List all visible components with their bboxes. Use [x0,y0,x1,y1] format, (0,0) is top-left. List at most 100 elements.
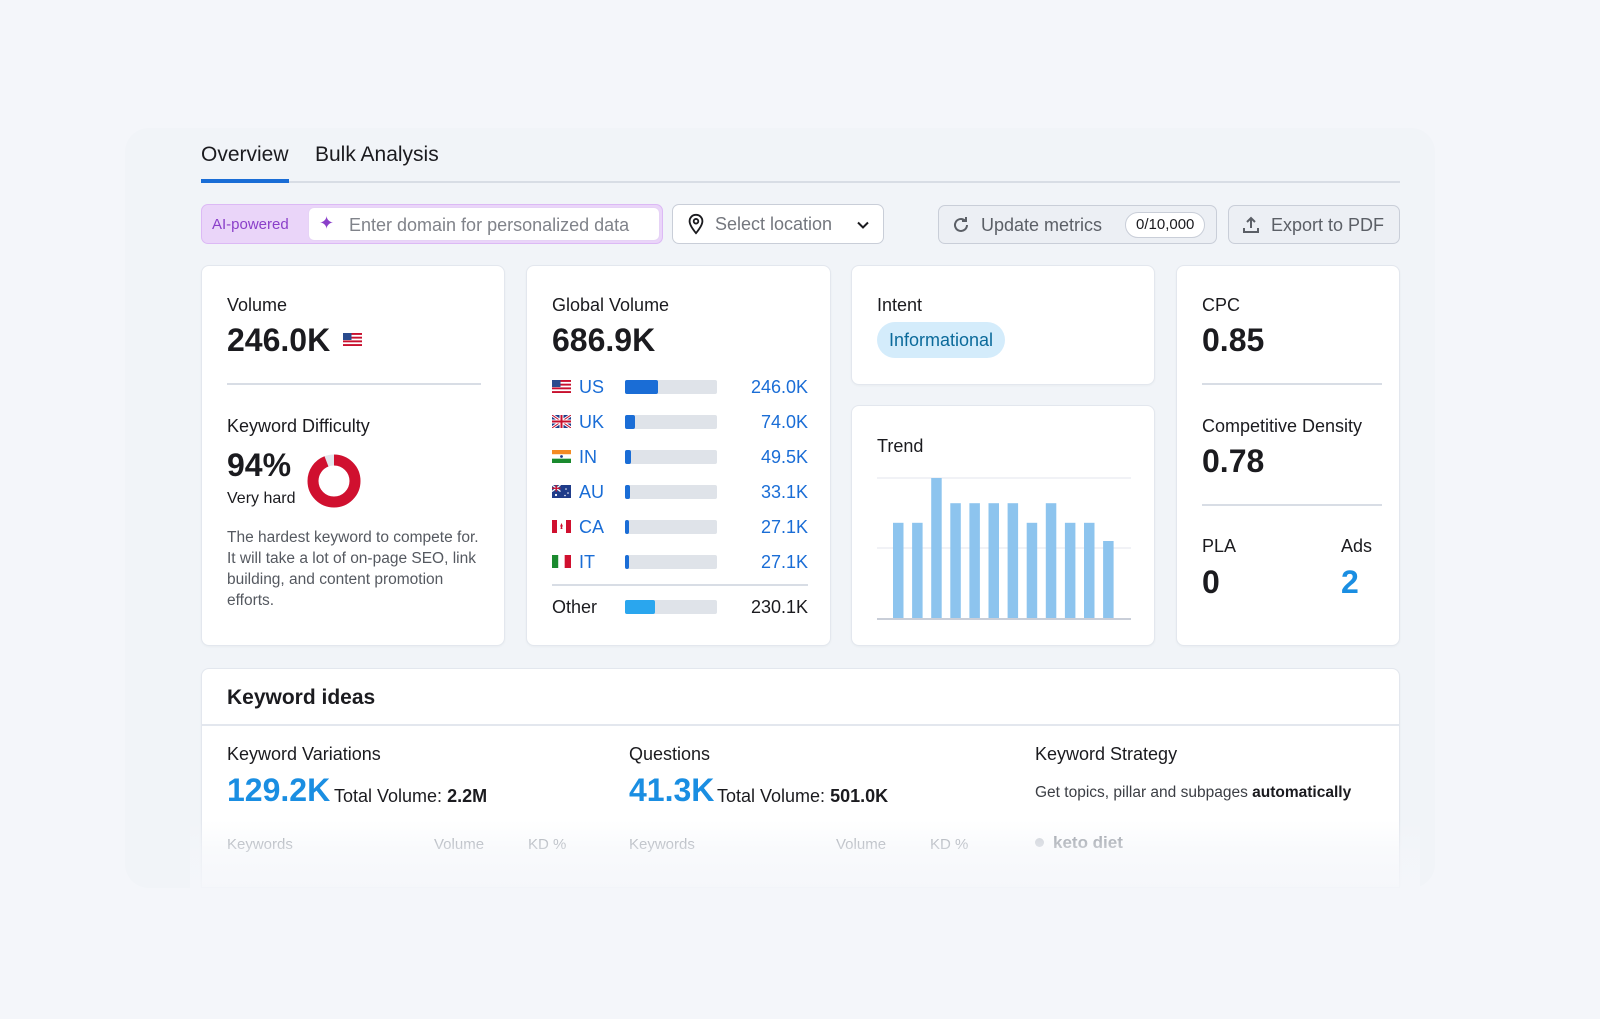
update-metrics-label: Update metrics [981,215,1103,235]
other-label: Other [552,597,598,617]
strategy-desc-bold: automatically [1252,784,1352,801]
volume-value: 246.0K [227,322,331,358]
intent-badge: Informational [877,322,1006,358]
intent-card: Intent Informational [851,265,1155,385]
ads-label: Ads [1341,536,1373,556]
cpc-value: 0.85 [1202,322,1265,358]
country-code: CA [579,517,605,537]
keyword-variations-total: Total Volume: 2.2M [334,786,487,807]
export-pdf-label: Export to PDF [1271,215,1385,235]
volume-divider [227,383,481,385]
global-volume-card: Global Volume 686.9K US 246.0K UK 74.0K … [526,265,831,646]
other-volume: 230.1K [750,597,808,617]
ads-value[interactable]: 2 [1341,564,1359,600]
refresh-icon [954,217,968,232]
ca-flag-icon [552,520,571,533]
trend-bar[interactable] [1064,522,1076,618]
strategy-topic-item[interactable]: keto diet [1053,833,1123,852]
competitive-density-label: Competitive Density [1202,416,1363,436]
location-pin-icon [688,213,704,235]
competitive-density-value: 0.78 [1202,443,1265,479]
trend-bar[interactable] [1045,503,1057,618]
chevron-down-icon [857,221,869,229]
trend-card: Trend [851,405,1155,646]
country-code: IN [579,447,597,467]
other-share-bar [625,600,717,614]
keyword-difficulty-level: Very hard [227,490,296,507]
country-volume: 49.5K [760,447,808,467]
country-volume: 246.0K [750,377,808,397]
trend-chart [877,477,1131,620]
trend-bar[interactable] [1026,522,1038,618]
ai-powered-label: AI-powered [212,216,289,233]
pla-value: 0 [1202,564,1220,600]
keyword-ideas-header: Keyword ideas [202,669,1399,726]
country-share-fill [625,520,629,534]
total-volume-value: 501.0K [830,786,889,806]
volume-label: Volume [227,295,288,315]
keyword-strategy-title: Keyword Strategy [1035,744,1178,764]
country-row-in[interactable]: IN 49.5K [552,446,808,468]
cpc-card: CPC 0.85 Competitive Density 0.78 PLA 0 … [1176,265,1400,646]
country-row-uk[interactable]: UK 74.0K [552,411,808,433]
questions-title: Questions [629,744,711,764]
intent-label: Intent [877,295,923,315]
export-pdf-button[interactable]: Export to PDF [1228,205,1400,244]
total-volume-value: 2.2M [447,786,488,806]
country-share-fill [625,555,629,569]
other-share-fill [625,600,656,614]
country-share-bar [625,555,717,569]
tab-overview[interactable]: Overview [201,143,289,183]
column-header-volume: Volume [836,836,887,853]
country-share-bar [625,520,717,534]
in-flag-icon [552,450,571,463]
trend-bar[interactable] [893,522,904,618]
cpc-label: CPC [1202,295,1241,315]
country-row-us[interactable]: US 246.0K [552,376,808,398]
trend-bar[interactable] [931,478,942,618]
trend-bar[interactable] [950,503,961,618]
au-flag-icon [552,485,571,498]
country-row-ca[interactable]: CA 27.1K [552,516,808,538]
it-flag-icon [552,555,571,568]
questions-section: Questions 41.3K Total Volume: 501.0K Key… [629,744,1009,864]
us-flag-icon [552,380,571,393]
tab-bar: Overview Bulk Analysis [201,140,1400,183]
tab-bulk-analysis[interactable]: Bulk Analysis [315,143,439,166]
strategy-desc-text: Get topics, pillar and subpages [1035,784,1248,801]
column-header-keywords: Keywords [227,836,293,853]
keyword-variations-count[interactable]: 129.2K [227,772,331,808]
country-volume: 27.1K [760,517,808,537]
cpc-divider [1202,383,1382,385]
trend-bar[interactable] [1084,522,1095,618]
update-metrics-button[interactable]: Update metrics 0/10,000 [938,205,1217,244]
keyword-ideas-card: Keyword ideas Keyword Variations 129.2K … [201,668,1400,888]
us-flag-icon [343,333,362,346]
global-volume-label: Global Volume [552,295,670,315]
country-share-fill [625,415,636,429]
domain-input[interactable] [349,212,649,238]
keyword-strategy-description: Get topics, pillar and subpages automati… [1035,784,1351,802]
country-share-bar [625,380,717,394]
density-divider [1202,504,1382,506]
keyword-difficulty-value: 94% [227,447,292,483]
keyword-ideas-title: Keyword ideas [227,686,376,709]
country-share-bar [625,415,717,429]
trend-bar[interactable] [1103,541,1114,618]
questions-count[interactable]: 41.3K [629,772,715,808]
location-select[interactable]: Select location [672,204,884,244]
country-share-bar [625,485,717,499]
global-volume-value: 686.9K [552,322,656,358]
country-row-au[interactable]: AU 33.1K [552,481,808,503]
column-header-kd: KD % [528,836,567,853]
country-code: US [579,377,605,397]
trend-bar[interactable] [969,503,980,618]
trend-bar[interactable] [988,503,1000,618]
trend-bar[interactable] [912,522,923,618]
column-header-kd: KD % [930,836,969,853]
trend-bar[interactable] [1007,503,1019,618]
country-share-fill [625,380,659,394]
country-code: AU [579,482,605,502]
location-label: Select location [715,214,833,234]
country-row-it[interactable]: IT 27.1K [552,551,808,573]
